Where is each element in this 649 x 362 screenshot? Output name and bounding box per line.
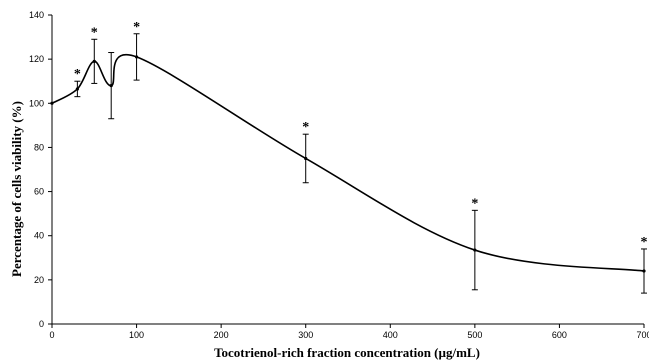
significance-marker: * — [302, 120, 309, 135]
significance-marker: * — [471, 196, 478, 211]
data-points — [50, 55, 646, 273]
y-tick-label: 120 — [29, 54, 44, 64]
x-tick-label: 0 — [49, 330, 54, 340]
data-point — [92, 59, 96, 63]
data-point — [473, 248, 477, 252]
x-tick-label: 100 — [129, 330, 144, 340]
y-tick-label: 140 — [29, 10, 44, 20]
data-point — [642, 269, 646, 273]
series-line — [51, 53, 645, 272]
data-point — [304, 156, 308, 161]
x-axis-ticks: 0 100 200 300 400 500 600 700 — [49, 324, 649, 340]
x-tick-label: 300 — [298, 330, 313, 340]
x-tick-label: 600 — [552, 330, 567, 340]
data-point — [50, 101, 54, 105]
x-axis-title: Tocotrienol-rich fraction concentration … — [214, 345, 480, 360]
y-tick-label: 0 — [39, 319, 44, 329]
significance-marker: * — [641, 235, 648, 250]
x-tick-label: 400 — [383, 330, 398, 340]
y-tick-label: 40 — [34, 231, 44, 241]
x-tick-label: 700 — [636, 330, 649, 340]
x-tick-label: 500 — [467, 330, 482, 340]
significance-marker: * — [74, 67, 81, 82]
y-axis-title: Percentage of cells viability (%) — [9, 101, 24, 277]
error-bars — [74, 33, 647, 294]
x-tick-label: 200 — [214, 330, 229, 340]
data-point — [109, 84, 113, 88]
y-tick-label: 100 — [29, 98, 44, 108]
y-tick-label: 80 — [34, 142, 44, 152]
y-tick-label: 60 — [34, 187, 44, 197]
data-point — [75, 87, 79, 91]
significance-marker: * — [133, 20, 140, 35]
y-tick-label: 20 — [34, 275, 44, 285]
significance-markers: * * * * * * — [74, 20, 648, 250]
significance-marker: * — [91, 25, 98, 40]
data-point — [134, 55, 139, 59]
y-axis-ticks: 0 20 40 60 80 100 120 140 — [29, 10, 52, 329]
